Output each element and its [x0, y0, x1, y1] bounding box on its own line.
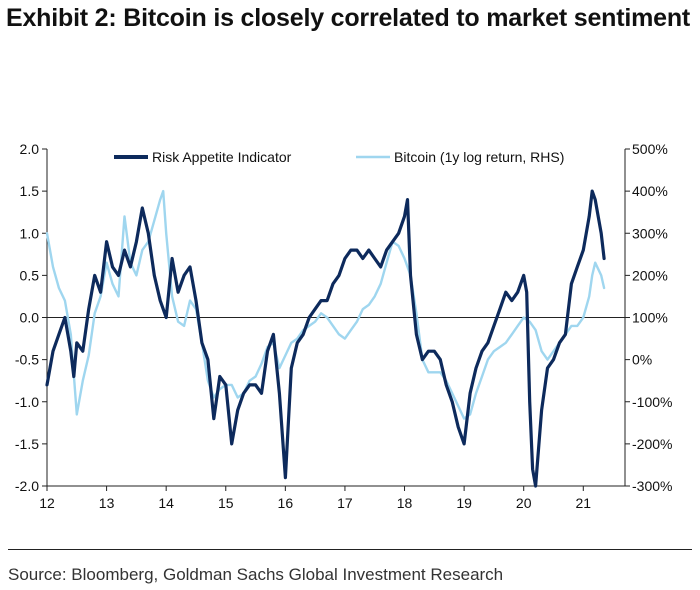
y-right-tick-label: -100%: [632, 394, 672, 410]
x-tick-label: 18: [397, 495, 413, 511]
series-line-risk-appetite: [45, 189, 606, 488]
y-left-tick-label: 2.0: [20, 141, 40, 157]
series-line-bitcoin: [45, 189, 606, 420]
y-right-tick-label: -300%: [632, 478, 672, 494]
legend-risk-appetite-label: Risk Appetite Indicator: [152, 149, 292, 165]
x-tick-label: 17: [337, 495, 353, 511]
source-divider: [8, 549, 692, 550]
x-tick-label: 16: [278, 495, 294, 511]
y-left-tick-label: -1.5: [15, 436, 39, 452]
y-left-tick-label: 1.0: [20, 225, 40, 241]
y-left-tick-label: -2.0: [15, 478, 39, 494]
y-right-tick-label: 300%: [632, 225, 668, 241]
y-left-tick-label: 0.5: [20, 267, 40, 283]
y-left-tick-label: 0.0: [20, 310, 40, 326]
x-tick-label: 13: [99, 495, 115, 511]
y-right-tick-label: 200%: [632, 267, 668, 283]
y-left-tick-label: -1.0: [15, 394, 39, 410]
y-left-tick-label: 1.5: [20, 183, 40, 199]
y-right-tick-label: -200%: [632, 436, 672, 452]
x-tick-label: 15: [218, 495, 234, 511]
x-tick-label: 21: [575, 495, 591, 511]
legend-bitcoin-label: Bitcoin (1y log return, RHS): [394, 149, 564, 165]
chart: -2.0 -1.5 -1.0 -0.5 0.0 0.5 1.0 1.5 2.0 -300% -200…: [15, 141, 673, 511]
x-tick-label: 14: [158, 495, 174, 511]
y-left-tick-label: -0.5: [15, 352, 39, 368]
y-right-tick-label: 500%: [632, 141, 668, 157]
y-right-tick-label: 400%: [632, 183, 668, 199]
x-tick-label: 20: [516, 495, 532, 511]
y-right-tick-label: 100%: [632, 310, 668, 326]
source-note: Source: Bloomberg, Goldman Sachs Global …: [8, 565, 504, 584]
x-tick-label: 19: [456, 495, 472, 511]
chart-title: Exhibit 2: Bitcoin is closely correlated…: [6, 4, 691, 32]
y-right-tick-label: 0%: [632, 352, 652, 368]
x-tick-label: 12: [39, 495, 55, 511]
